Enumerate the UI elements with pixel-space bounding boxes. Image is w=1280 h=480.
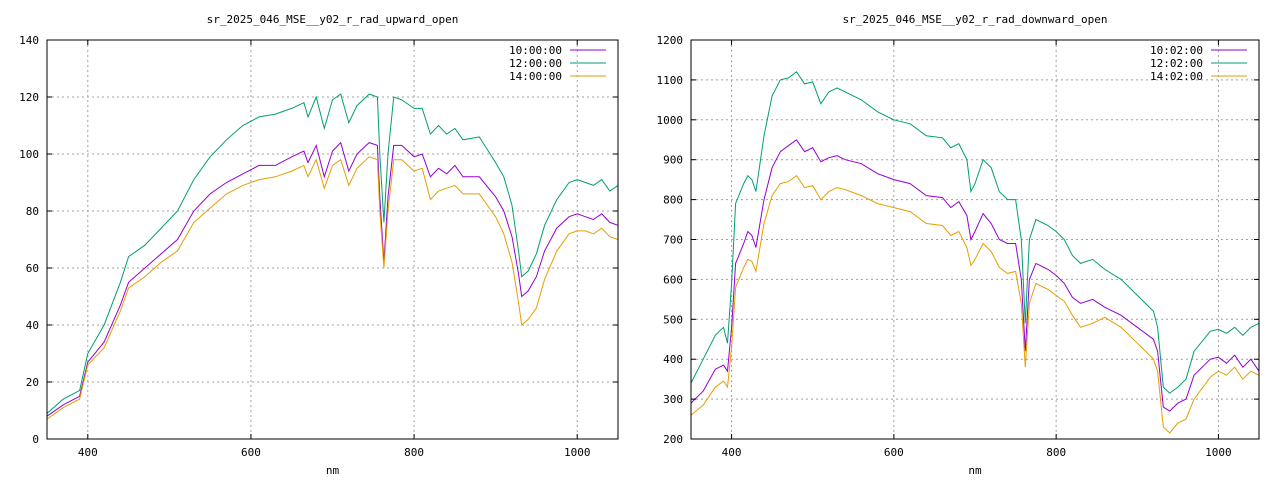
- y-tick-label: 1100: [657, 74, 684, 87]
- legend-label: 14:02:00: [1150, 70, 1203, 83]
- chart-title: sr_2025_046_MSE__y02_r_rad_downward_open: [843, 13, 1108, 26]
- chart-title: sr_2025_046_MSE__y02_r_rad_upward_open: [207, 13, 459, 26]
- legend-label: 10:02:00: [1150, 44, 1203, 57]
- series-line-2: [46, 93, 619, 414]
- y-tick-label: 500: [663, 313, 683, 326]
- y-tick-label: 1000: [657, 114, 684, 127]
- y-tick-label: 1200: [657, 34, 684, 47]
- series-line-1: [690, 139, 1260, 412]
- y-tick-label: 120: [19, 91, 39, 104]
- y-tick-label: 0: [32, 433, 39, 446]
- y-tick-label: 400: [663, 353, 683, 366]
- y-tick-label: 900: [663, 154, 683, 167]
- x-tick-label: 600: [241, 446, 261, 459]
- legend-label: 12:02:00: [1150, 57, 1203, 70]
- y-tick-label: 20: [26, 376, 39, 389]
- x-tick-label: 1000: [1205, 446, 1232, 459]
- series-line-3: [690, 174, 1260, 434]
- y-tick-label: 200: [663, 433, 683, 446]
- legend-label: 10:00:00: [509, 44, 562, 57]
- y-tick-label: 140: [19, 34, 39, 47]
- y-tick-label: 600: [663, 273, 683, 286]
- y-tick-label: 300: [663, 393, 683, 406]
- series-line-1: [46, 141, 619, 417]
- y-tick-label: 40: [26, 319, 39, 332]
- series-line-2: [690, 71, 1260, 394]
- chart-1: sr_2025_046_MSE__y02_r_rad_upward_open 40…: [19, 13, 619, 477]
- x-tick-label: 800: [1046, 446, 1066, 459]
- plot-frame: [46, 39, 619, 440]
- x-axis-label: nm: [326, 464, 340, 477]
- legend-label: 12:00:00: [509, 57, 562, 70]
- legend-label: 14:00:00: [509, 70, 562, 83]
- x-tick-label: 400: [722, 446, 742, 459]
- x-tick-label: 1000: [564, 446, 591, 459]
- x-tick-label: 400: [78, 446, 98, 459]
- series-line-3: [46, 156, 619, 420]
- x-tick-label: 600: [884, 446, 904, 459]
- y-tick-label: 80: [26, 205, 39, 218]
- x-axis-label: nm: [968, 464, 982, 477]
- y-tick-label: 60: [26, 262, 39, 275]
- y-tick-label: 100: [19, 148, 39, 161]
- y-tick-label: 800: [663, 194, 683, 207]
- y-tick-label: 700: [663, 234, 683, 247]
- chart-2: sr_2025_046_MSE__y02_r_rad_downward_open…: [657, 13, 1260, 477]
- x-tick-label: 800: [404, 446, 424, 459]
